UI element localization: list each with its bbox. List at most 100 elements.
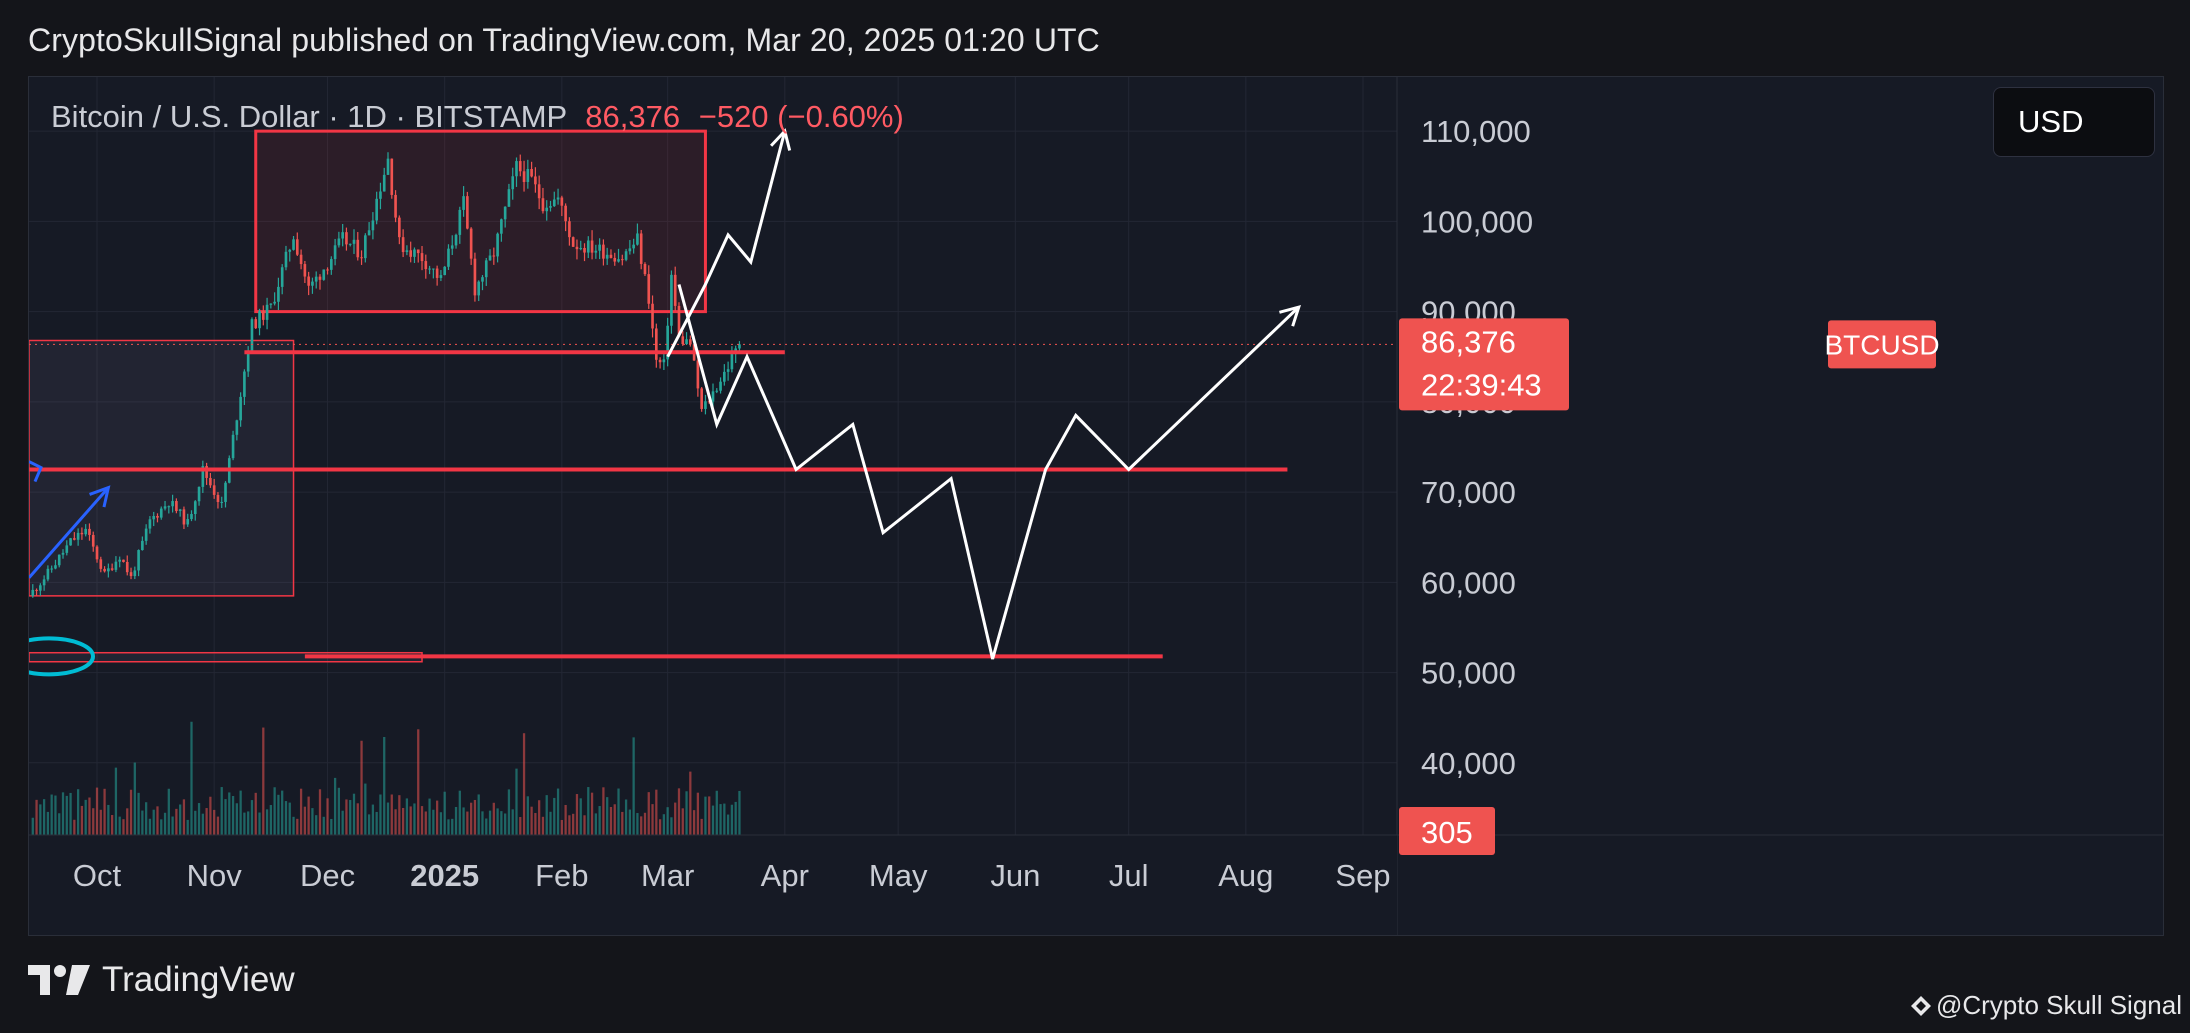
price-chart[interactable]: 110,000100,00090,00080,00070,00060,00050… [29,77,2163,935]
candle-body [273,301,276,304]
volume-bar [458,790,461,835]
symbol-tag-label: BTCUSD [1824,329,1939,360]
volume-bar [209,796,212,835]
candle-body [738,344,741,349]
volume-bar [541,816,545,835]
volume-bar [504,813,507,835]
volume-bar [424,811,427,835]
candle-body [730,354,734,370]
candle-body [405,250,409,253]
price-axis-panel [1397,77,2163,935]
tradingview-logo[interactable]: TradingView [28,960,295,1000]
candle-body [84,528,88,535]
volume-bar [326,798,329,835]
volume-bar [235,803,238,835]
candle-body [643,263,647,275]
volume-bar [379,794,382,835]
last-price-label-bg [1399,318,1569,411]
candle-body [303,264,307,277]
volume-bar [704,796,707,835]
volume-bar [273,787,276,835]
candle-body [689,339,692,345]
candle-body [133,570,137,577]
author-watermark: @Crypto Skull Signal [1910,990,2182,1021]
volume-bar [730,804,734,835]
candle-body [613,257,617,262]
volume-bar [443,791,446,835]
projection-main-path [677,284,1300,660]
volume-bar [175,808,178,835]
candle-body [159,508,163,518]
volume-bar [636,813,639,835]
volume-bar [602,787,605,835]
trend-arrow-small [29,460,43,483]
volume-bar [247,811,250,835]
candle-body [231,434,235,459]
volume-bar [58,813,61,835]
candle-body [65,545,69,553]
candle-body [500,219,503,234]
candle-body [156,516,159,518]
candle-body [428,268,431,270]
candle-body [39,585,42,591]
volume-bar [39,804,42,835]
volume-bar [133,762,136,835]
x-tick-label: May [869,858,928,893]
volume-bar [715,790,718,835]
candle-body [341,232,344,239]
volume-bar [738,790,741,835]
volume-bar [413,803,416,835]
volume-bar [54,795,57,835]
candle-body [239,396,242,421]
volume-bar [284,801,288,835]
volume-bar [655,789,658,835]
candle-body [443,266,447,276]
candle-body [277,286,280,302]
candle-body [564,205,567,222]
candle-body [662,359,666,363]
volume-bar [420,806,424,835]
candle-body [484,260,488,278]
candle-body [382,174,386,192]
volume-bar [613,804,616,835]
candle-body [148,519,152,529]
candle-body [209,477,212,486]
volume-bar [107,804,110,835]
candle-body [575,246,579,250]
candle-body [61,552,65,555]
volume-bar [473,799,477,835]
volume-bar [73,819,76,835]
volume-bar [454,806,458,835]
candle-body [379,191,382,199]
volume-label-bg [1399,807,1495,855]
volume-bar [228,792,231,835]
candle-body [590,240,594,253]
candle-body [265,304,269,320]
candle-body [50,568,53,570]
candle-body [220,501,224,503]
volume-bar [409,806,412,835]
diamond-icon [1910,995,1931,1016]
candle-body [526,169,530,182]
candle-body [280,267,284,287]
candle-body [670,274,673,326]
volume-bar [651,804,654,835]
currency-button[interactable]: USD [1993,87,2155,157]
candle-body [583,247,586,253]
volume-bar [262,727,265,835]
candle-body [624,251,628,260]
candle-body [620,259,624,261]
volume-bar [575,794,579,835]
candle-body [401,237,405,253]
volume-bar [182,799,186,835]
chart-panel[interactable]: 110,000100,00090,00080,00070,00060,00050… [28,76,2164,936]
volume-bar [122,819,125,835]
candle-body [605,254,609,259]
symbol-tag-bg [1828,320,1936,369]
volume-bar [129,789,133,835]
volume-bar [405,798,409,835]
candle-body [462,196,465,210]
volume-bar [171,816,174,835]
volume-bar [640,816,643,835]
volume-bar [148,818,152,835]
